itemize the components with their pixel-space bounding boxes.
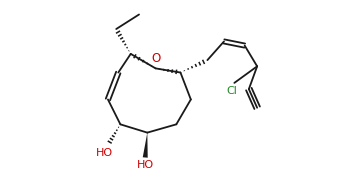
Text: O: O — [151, 52, 160, 65]
Text: HO: HO — [137, 160, 154, 170]
Text: Cl: Cl — [227, 86, 238, 96]
Text: HO: HO — [96, 148, 113, 158]
Polygon shape — [143, 133, 148, 158]
